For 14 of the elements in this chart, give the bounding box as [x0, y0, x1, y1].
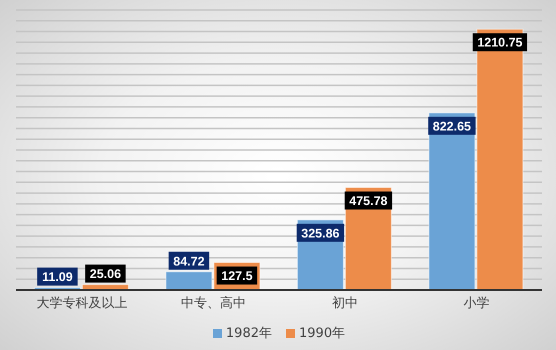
- x-tick-label: 大学专科及以上: [36, 296, 128, 312]
- x-tick-label: 初中: [332, 296, 358, 312]
- data-label: 11.09: [42, 270, 73, 284]
- data-label: 1210.75: [477, 36, 523, 50]
- x-tick-label: 中专、高中: [180, 295, 246, 312]
- data-label: 822.65: [432, 119, 472, 134]
- data-label: 25.06: [90, 267, 122, 282]
- data-label: 325.86: [301, 226, 340, 240]
- data-label: 84.72: [173, 254, 205, 268]
- x-tick-label: 小学: [463, 296, 490, 312]
- data-label: 127.5: [221, 269, 253, 284]
- data-label: 475.78: [349, 194, 388, 208]
- text: 1990年: [299, 325, 346, 342]
- legend-label: 1982年: [226, 325, 272, 342]
